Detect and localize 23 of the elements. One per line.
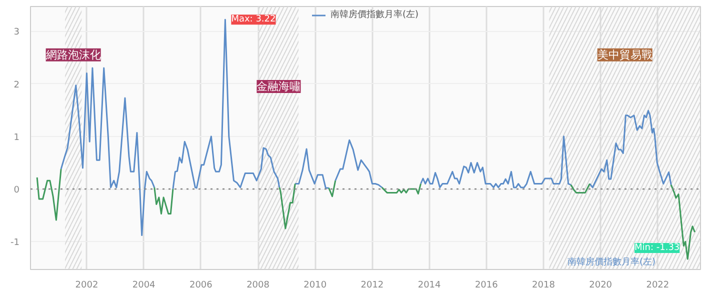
legend-label: 南韓房價指數月率(左) bbox=[330, 8, 419, 21]
annotation: 南韓房價指數月率(左) bbox=[567, 256, 656, 268]
x-tick-label: 2006 bbox=[189, 280, 213, 290]
y-tick-label: 2 bbox=[14, 80, 20, 90]
annotation: Min: -1.33 bbox=[634, 242, 680, 253]
x-tick-label: 2004 bbox=[132, 280, 156, 290]
band-label: 網路泡沫化 bbox=[44, 48, 101, 62]
x-tick-label: 2016 bbox=[474, 280, 498, 290]
x-tick-label: 2010 bbox=[304, 280, 327, 290]
y-tick-label: 3 bbox=[14, 28, 20, 38]
x-tick-label: 2008 bbox=[246, 280, 270, 290]
x-tick-label: 2022 bbox=[646, 280, 670, 290]
x-tick-label: 2020 bbox=[589, 280, 612, 290]
x-tick-label: 2018 bbox=[532, 280, 556, 290]
x-tick-label: 2002 bbox=[75, 280, 98, 290]
x-tick-label: 2014 bbox=[418, 280, 442, 290]
band-label: 美中貿易戰 bbox=[597, 48, 652, 62]
y-tick-label: 0 bbox=[14, 186, 20, 196]
band-label: 金融海嘯 bbox=[256, 80, 301, 93]
x-tick-label: 2012 bbox=[360, 280, 384, 290]
annotation: Max: 3.22 bbox=[231, 14, 276, 25]
y-tick-label: -1 bbox=[10, 238, 20, 248]
y-tick-label: 1 bbox=[14, 132, 20, 143]
